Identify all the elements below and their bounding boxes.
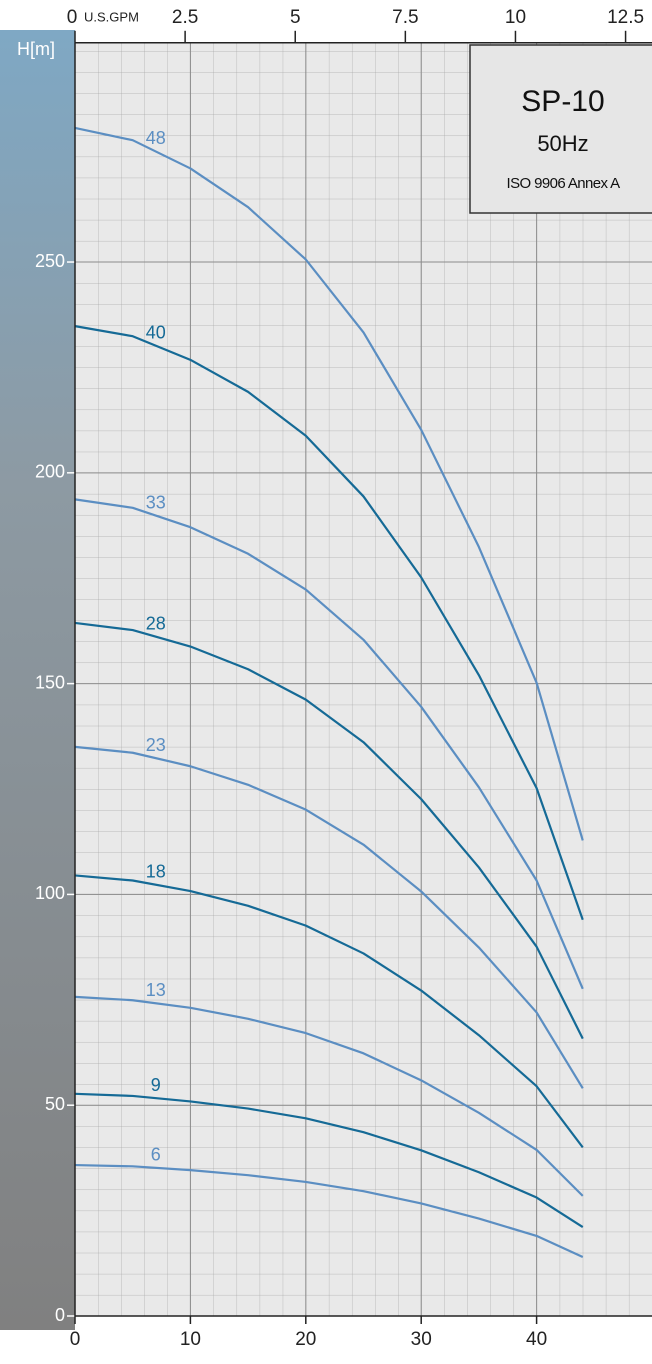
curve-label: 28 (146, 613, 166, 633)
curve-label: 18 (146, 861, 166, 881)
side-band (0, 30, 75, 1330)
curves: 48 40 33 28 23 18 13 9 6 (74, 126, 584, 1258)
y-tick-label: 0 (55, 1305, 65, 1325)
x2-tick-label: 2.5 (172, 7, 198, 28)
x-tick-label: 30 (411, 1329, 432, 1350)
x2-tick-label: 12.5 (607, 7, 644, 28)
x-tick-label: 40 (526, 1329, 547, 1350)
chart-subtitle: 50Hz (537, 131, 588, 156)
curve-label: 23 (146, 735, 166, 755)
annotation: ISO 9906 Annex A (507, 175, 621, 192)
chart-title: SP-10 (521, 85, 604, 118)
x2-tick-label: 7.5 (392, 7, 418, 28)
curve-label: 48 (146, 128, 166, 148)
title-box-frame (469, 44, 652, 214)
x-tick-label: 0 (70, 1329, 81, 1350)
curve-label: 13 (146, 980, 166, 1000)
y-axis-label: H[m] (17, 39, 55, 59)
y-tick-label: 50 (45, 1094, 65, 1114)
y-tick-label: 100 (35, 883, 65, 903)
pump-curve (74, 498, 584, 990)
curve-label: 6 (151, 1145, 161, 1165)
minor-grid (75, 42, 652, 1316)
pump-curve (74, 1092, 584, 1228)
x2-tick-label: 5 (290, 7, 301, 28)
curve-label: 33 (146, 492, 166, 512)
pump-curve (74, 995, 584, 1197)
axes: 0 50 100 150 200 250 0 10 20 30 40 0 2.5 5 7.5 10 12.5 (35, 7, 652, 1350)
y-tick-label: 200 (35, 462, 65, 482)
pump-curve (74, 126, 584, 841)
x2-tick-label: 0 (67, 7, 78, 28)
y-tick-label: 250 (35, 251, 65, 271)
pump-curve (74, 1163, 584, 1258)
x2-tick-label: 10 (505, 7, 526, 28)
y-tick-label: 150 (35, 672, 65, 692)
curve-label: 9 (151, 1075, 161, 1095)
x-tick-label: 10 (180, 1329, 201, 1350)
pump-curve (74, 325, 584, 921)
grid (74, 42, 652, 1317)
x2-axis-label: U.S.GPM (84, 9, 139, 24)
pump-curve (74, 745, 584, 1089)
title-box: SP-10 50Hz ISO 9906 Annex A (469, 44, 652, 214)
curve-label: 40 (146, 322, 166, 342)
pump-curve (74, 874, 584, 1149)
pump-curve (74, 621, 584, 1040)
x-tick-label: 20 (295, 1329, 316, 1350)
